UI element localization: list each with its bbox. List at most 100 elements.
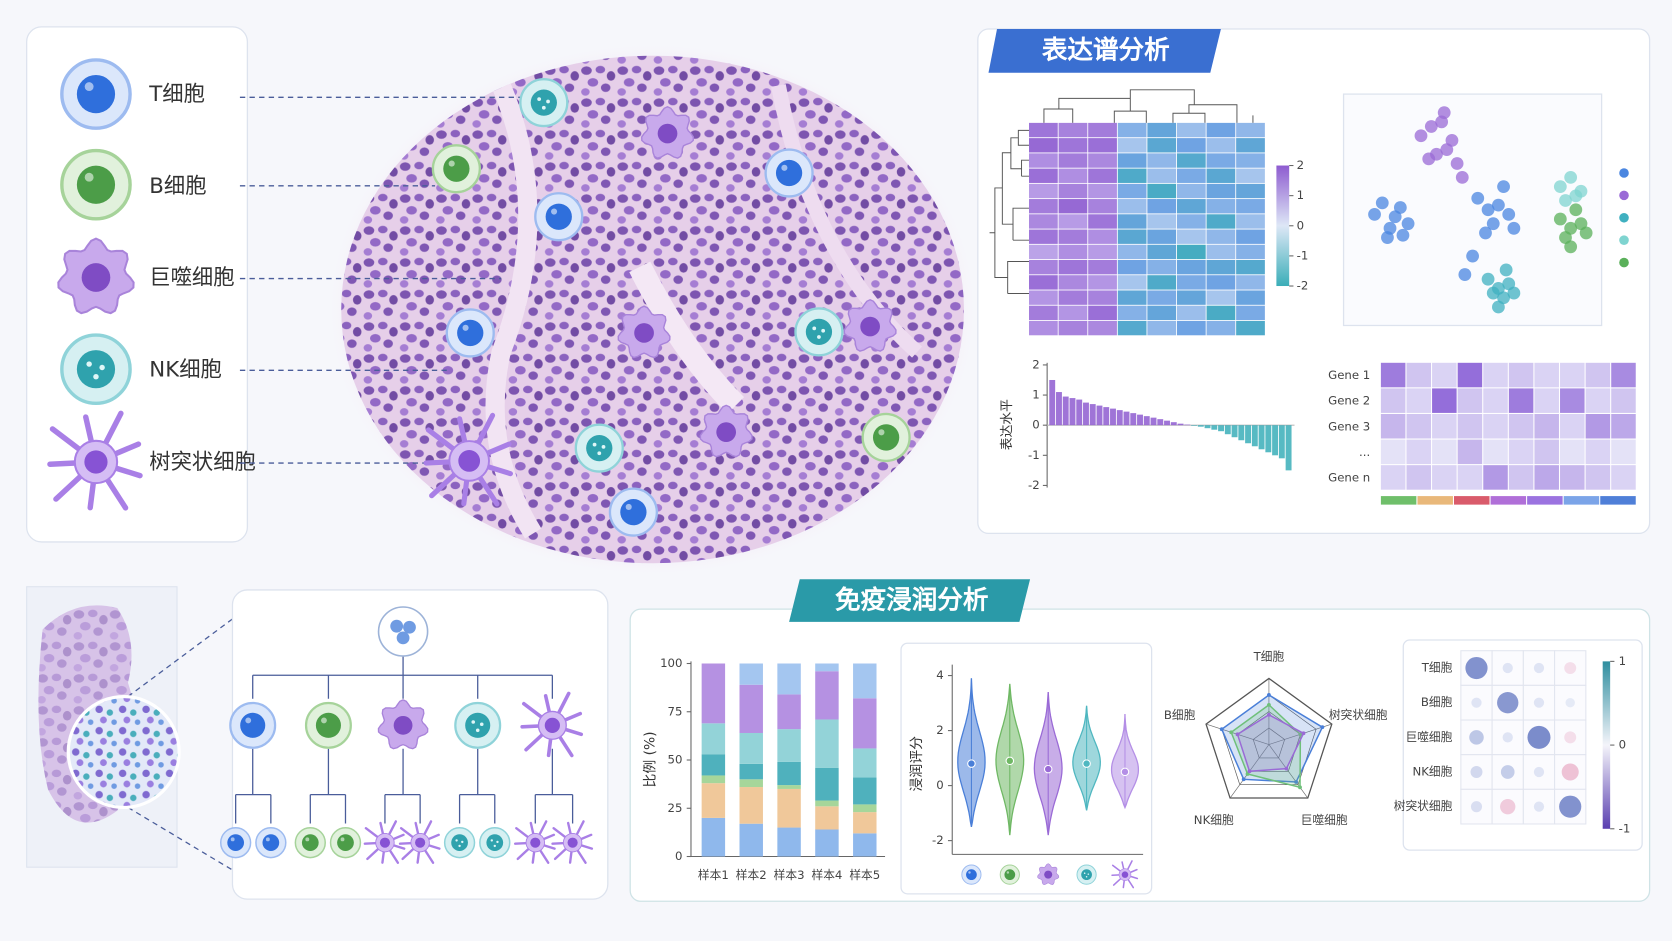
radar-point <box>1267 693 1271 697</box>
scatter-point <box>1437 106 1451 119</box>
scatter-point <box>1401 217 1415 231</box>
y-tick-label: 25 <box>668 801 683 815</box>
granule <box>592 442 597 447</box>
cell-icon <box>60 333 132 406</box>
heatmap-cell <box>1117 138 1147 153</box>
heatmap-cell <box>1176 244 1206 260</box>
granule <box>1087 873 1090 875</box>
colorbar-label: -1 <box>1297 248 1309 262</box>
cell-nucleus <box>486 834 504 852</box>
heatmap-cell <box>1176 259 1206 275</box>
y-tick-label: 100 <box>660 656 682 670</box>
bar <box>1238 425 1245 441</box>
heatmap-cell <box>1176 275 1206 290</box>
group-strip <box>1490 496 1527 505</box>
cell-nucleus <box>657 123 678 144</box>
bar-segment <box>739 823 763 857</box>
bubble <box>1564 662 1577 675</box>
highlight <box>781 164 788 171</box>
heatmap-cell <box>1457 362 1483 388</box>
heatmap-cell <box>1236 199 1265 214</box>
scatter-point <box>1486 217 1500 231</box>
heatmap-cell <box>1029 320 1058 336</box>
x-tick-label: 样本3 <box>774 868 805 882</box>
x-tick-label: 样本1 <box>698 868 729 882</box>
highlight <box>84 82 94 92</box>
radar-point <box>1298 785 1302 790</box>
heatmap-cell <box>1206 122 1236 138</box>
granule <box>597 451 602 456</box>
scatter-point <box>1553 180 1567 194</box>
row-label: Gene 1 <box>1328 368 1370 382</box>
heatmap-cell <box>1088 122 1117 138</box>
heatmap-cell <box>1117 320 1147 336</box>
heatmap-cell <box>1585 362 1611 388</box>
heatmap-cell <box>1483 413 1508 439</box>
heatmap-cell <box>1406 388 1432 413</box>
scatter-point <box>1450 157 1464 170</box>
heatmap-cell <box>1147 168 1177 183</box>
heatmap-cell <box>1236 138 1265 153</box>
heatmap-cell <box>1508 388 1534 413</box>
heatmap-cell <box>1117 122 1147 138</box>
heatmap-cell <box>1483 388 1508 413</box>
row-label: Gene 2 <box>1328 394 1370 408</box>
highlight <box>245 717 252 724</box>
bar-segment <box>739 684 763 733</box>
heatmap-cell <box>1508 413 1534 439</box>
violin-mean <box>1082 759 1091 768</box>
title-tab <box>789 579 1031 622</box>
bubble <box>1500 765 1515 779</box>
cell-icon <box>1037 863 1060 885</box>
cell-icon <box>641 106 695 159</box>
cell-nucleus <box>860 316 880 337</box>
cell-nucleus <box>966 869 977 881</box>
heatmap-cell <box>1406 413 1432 439</box>
heatmap-cell <box>1176 305 1206 321</box>
cell-icon <box>519 77 569 128</box>
scatter-point <box>1492 198 1505 212</box>
cell-icon <box>861 412 911 463</box>
heatmap-cell <box>1236 305 1265 321</box>
granule <box>541 105 546 110</box>
heatmap-cell <box>1147 290 1177 305</box>
heatmap-cell <box>1147 305 1177 321</box>
scatter-point <box>1455 170 1469 184</box>
cell-nucleus <box>403 620 416 634</box>
row-label: Gene 3 <box>1328 419 1370 433</box>
cell-icon <box>294 826 326 859</box>
heatmap-cell <box>1560 439 1585 465</box>
bar <box>1177 423 1184 426</box>
scatter-point <box>1564 240 1578 254</box>
row-label: NK细胞 <box>1412 765 1452 779</box>
highlight <box>551 208 558 215</box>
heatmap-cell <box>1058 290 1088 305</box>
heatmap-cell <box>1206 199 1236 214</box>
heatmap-cell <box>1236 275 1265 290</box>
row-label: 树突状细胞 <box>1394 799 1453 813</box>
cell-icon <box>454 701 502 749</box>
bar-segment <box>739 732 763 764</box>
heatmap-cell <box>1380 413 1406 439</box>
bubble <box>1533 766 1545 778</box>
heatmap-cell <box>1585 388 1611 413</box>
granule <box>471 720 476 724</box>
bar <box>1224 425 1231 435</box>
bar-segment <box>815 719 839 768</box>
heatmap-cell <box>1534 413 1559 439</box>
group-strip <box>1563 496 1600 505</box>
scatter-point <box>1497 180 1510 194</box>
panel-title: 免疫浸润分析 <box>835 585 988 616</box>
heatmap-cell <box>1560 388 1585 413</box>
heatmap-cell <box>1508 362 1534 388</box>
heatmap-cell <box>1176 122 1206 138</box>
cell-nucleus <box>567 837 578 848</box>
heatmap-cell <box>1483 439 1508 465</box>
scatter-point <box>1569 203 1583 217</box>
bar <box>1049 379 1056 426</box>
heatmap-cell <box>1457 439 1483 465</box>
legend-label: 树突状细胞 <box>149 450 256 475</box>
heatmap-cell <box>1058 305 1088 321</box>
tree-cells <box>219 606 594 864</box>
granule <box>99 364 105 371</box>
